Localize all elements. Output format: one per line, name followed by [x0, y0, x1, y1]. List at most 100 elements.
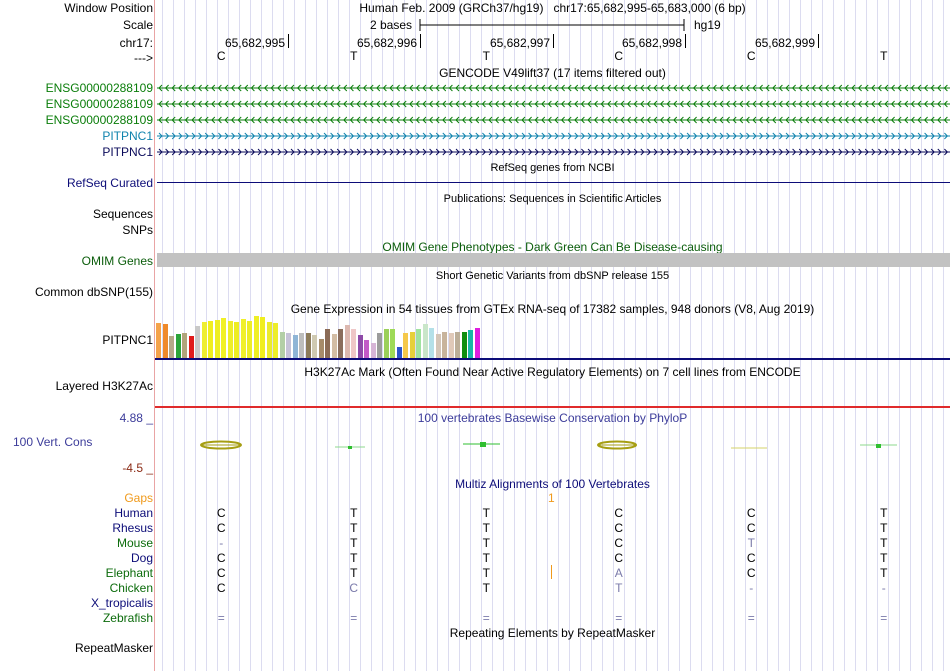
- gtex-bar[interactable]: [455, 332, 460, 358]
- gtex-bar[interactable]: [260, 317, 265, 358]
- grid-line: [503, 0, 504, 671]
- gtex-bar[interactable]: [390, 329, 395, 358]
- gencode-transcript-4[interactable]: [157, 147, 950, 157]
- grid-line: [239, 0, 240, 671]
- gtex-track-label[interactable]: PITPNC1: [102, 333, 153, 347]
- gencode-transcript-1[interactable]: [157, 99, 950, 109]
- gtex-bar[interactable]: [318, 339, 324, 358]
- gtex-bar[interactable]: [338, 329, 343, 358]
- multiz-base: C: [216, 506, 226, 520]
- gtex-bar[interactable]: [286, 333, 291, 358]
- grid-line: [811, 0, 812, 671]
- grid-line: [778, 0, 779, 671]
- multiz-species-label[interactable]: Dog: [130, 551, 153, 565]
- h3k27ac-signal-line[interactable]: [155, 406, 950, 408]
- multiz-species-label[interactable]: Zebrafish: [102, 611, 153, 625]
- dbsnp-track-title: Short Genetic Variants from dbSNP releas…: [435, 270, 670, 282]
- gtex-bar[interactable]: [429, 328, 434, 358]
- gencode-transcript-0[interactable]: [157, 83, 950, 93]
- refseq-gene-line[interactable]: [157, 182, 950, 183]
- base-letter: C: [216, 49, 226, 63]
- publications-sequences-label[interactable]: Sequences: [92, 207, 153, 221]
- gtex-bar[interactable]: [377, 333, 382, 358]
- multiz-species-label[interactable]: Chicken: [109, 581, 153, 595]
- gtex-bar[interactable]: [312, 335, 317, 358]
- gtex-bar[interactable]: [448, 333, 454, 358]
- omim-gene-bar[interactable]: [157, 253, 950, 267]
- gtex-bar[interactable]: [273, 323, 278, 358]
- gtex-bar[interactable]: [396, 347, 402, 358]
- gtex-bar[interactable]: [214, 320, 220, 358]
- gtex-bar[interactable]: [247, 321, 252, 358]
- gtex-bar[interactable]: [234, 322, 239, 358]
- phylop-track-label[interactable]: 100 Vert. Cons: [13, 435, 93, 449]
- gencode-transcript-3[interactable]: [157, 131, 950, 141]
- gtex-bar[interactable]: [435, 334, 441, 358]
- scale-bar: [419, 19, 685, 31]
- grid-line: [888, 0, 889, 671]
- gtex-bar[interactable]: [299, 333, 304, 358]
- gtex-bar[interactable]: [240, 319, 246, 358]
- multiz-species-label[interactable]: Rhesus: [112, 521, 153, 535]
- gtex-bar[interactable]: [156, 323, 161, 358]
- gtex-bar[interactable]: [357, 335, 363, 358]
- gtex-bar[interactable]: [364, 340, 369, 358]
- dbsnp-track-label[interactable]: Common dbSNP(155): [34, 285, 153, 299]
- gtex-bar[interactable]: [370, 343, 376, 358]
- gtex-bar[interactable]: [461, 332, 467, 358]
- gtex-bar[interactable]: [162, 324, 168, 358]
- multiz-gaps-label[interactable]: Gaps: [124, 491, 153, 505]
- gencode-item-label[interactable]: PITPNC1: [102, 145, 153, 159]
- phylop-signal[interactable]: [155, 430, 950, 460]
- h3k27ac-track-label[interactable]: Layered H3K27Ac: [55, 379, 153, 393]
- gtex-bar[interactable]: [227, 321, 233, 358]
- multiz-species-label[interactable]: Mouse: [116, 536, 153, 550]
- gencode-transcript-2[interactable]: [157, 115, 950, 125]
- multiz-base: =: [747, 611, 755, 625]
- omim-track-label[interactable]: OMIM Genes: [81, 254, 153, 268]
- multiz-species-label[interactable]: X_tropicalis: [90, 596, 153, 610]
- gtex-bar[interactable]: [474, 328, 480, 358]
- gtex-bar[interactable]: [208, 321, 213, 358]
- gtex-bar[interactable]: [266, 322, 272, 358]
- gtex-bar[interactable]: [468, 330, 473, 358]
- gencode-item-label[interactable]: ENSG00000288109: [45, 81, 153, 95]
- publications-snps-label[interactable]: SNPs: [122, 223, 153, 237]
- gtex-bar[interactable]: [403, 333, 408, 358]
- gtex-bar[interactable]: [351, 329, 356, 358]
- gtex-bar[interactable]: [409, 332, 415, 358]
- gtex-bar[interactable]: [279, 332, 285, 358]
- gtex-bar[interactable]: [188, 336, 194, 358]
- gtex-bar[interactable]: [305, 333, 311, 358]
- gtex-bar[interactable]: [221, 318, 226, 358]
- repeatmasker-track-title: Repeating Elements by RepeatMasker: [449, 626, 656, 640]
- gencode-item-label[interactable]: ENSG00000288109: [45, 97, 153, 111]
- multiz-base: =: [217, 611, 225, 625]
- gtex-bar[interactable]: [175, 334, 181, 358]
- gtex-bar[interactable]: [344, 325, 350, 358]
- gencode-item-label[interactable]: PITPNC1: [102, 129, 153, 143]
- gtex-bar[interactable]: [195, 326, 200, 358]
- gtex-bar[interactable]: [325, 329, 330, 358]
- gtex-bar[interactable]: [201, 322, 207, 358]
- gtex-bar[interactable]: [422, 324, 428, 358]
- gtex-bar[interactable]: [383, 329, 389, 358]
- gencode-item-label[interactable]: ENSG00000288109: [45, 113, 153, 127]
- grid-line: [624, 0, 625, 671]
- grid-line: [701, 0, 702, 671]
- multiz-species-label[interactable]: Human: [114, 506, 153, 520]
- gtex-bar[interactable]: [253, 316, 259, 358]
- gtex-bar[interactable]: [292, 335, 298, 358]
- gtex-bar[interactable]: [169, 336, 174, 358]
- multiz-species-label[interactable]: Elephant: [105, 566, 153, 580]
- gtex-bar[interactable]: [442, 332, 447, 358]
- h3k27ac-track-title: H3K27Ac Mark (Often Found Near Active Re…: [304, 365, 801, 379]
- repeatmasker-track-label[interactable]: RepeatMasker: [74, 641, 153, 655]
- grid-line: [822, 0, 823, 671]
- gtex-bar[interactable]: [331, 334, 337, 358]
- gtex-bar[interactable]: [416, 329, 421, 358]
- multiz-base: -: [881, 581, 886, 595]
- refseq-track-label[interactable]: RefSeq Curated: [66, 176, 153, 190]
- gtex-bar[interactable]: [182, 333, 187, 358]
